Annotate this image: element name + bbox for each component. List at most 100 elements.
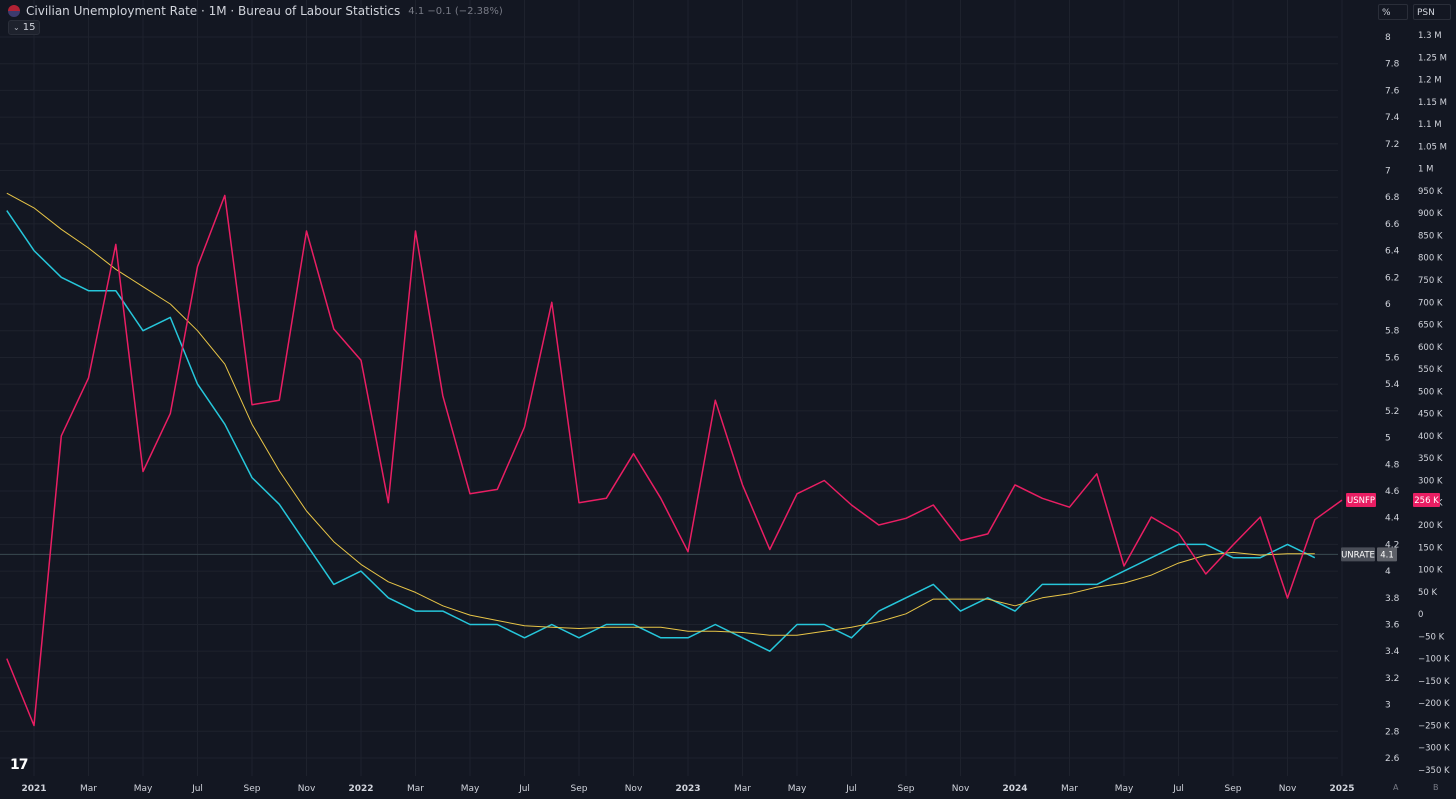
left-axis-tick-label: 4.2: [1385, 540, 1399, 550]
left-axis-tick-label: 6.2: [1385, 273, 1399, 283]
right-axis-tick-label: 1.1 M: [1418, 120, 1442, 130]
indicator-badge[interactable]: ⌄ 15: [8, 20, 41, 35]
right-axis-tick-label: 450 K: [1418, 410, 1443, 420]
right-axis-tick-label: −100 K: [1418, 655, 1450, 665]
right-axis-tick-label: 100 K: [1418, 566, 1443, 576]
x-axis-tick-label: 2023: [675, 784, 700, 794]
x-axis-tick-label: May: [1115, 784, 1134, 794]
x-axis-tick-label: Mar: [734, 784, 751, 794]
x-axis-tick-label: Mar: [407, 784, 424, 794]
right-axis-tick-label: 700 K: [1418, 298, 1443, 308]
left-axis-tick-label: 3: [1385, 701, 1391, 711]
left-axis-tick-label: 7.6: [1385, 86, 1400, 96]
right-axis-tick-label: 150 K: [1418, 543, 1443, 553]
right-axis-tick-label: 800 K: [1418, 254, 1443, 264]
us-flag-icon: [8, 5, 20, 17]
unrate-value-tag: 4.1: [1380, 550, 1394, 560]
series-line-unrate: [6, 210, 1316, 652]
legend: Civilian Unemployment Rate · 1M · Bureau…: [8, 4, 503, 18]
right-axis-tick-label: 1.15 M: [1418, 98, 1447, 108]
left-axis-tick-label: 7.2: [1385, 140, 1399, 150]
x-axis-tick-label: May: [134, 784, 153, 794]
tradingview-logo: 17: [10, 757, 29, 773]
left-axis-tick-label: 5: [1385, 434, 1391, 444]
unrate-value-tag-bg: [1377, 547, 1397, 562]
left-axis-tick-label: 3.8: [1385, 594, 1400, 604]
x-axis-tick-label: Nov: [1279, 784, 1297, 794]
right-axis-tick-label: −250 K: [1418, 721, 1450, 731]
left-axis-tick-label: 3.2: [1385, 674, 1399, 684]
right-axis-tick-label: 50 K: [1418, 588, 1438, 598]
right-axis-tick-label: 300 K: [1418, 476, 1443, 486]
x-axis-tick-label: Sep: [571, 784, 588, 794]
right-axis-tick-label: 0: [1418, 610, 1423, 620]
left-axis-tick-label: 2.6: [1385, 754, 1400, 764]
right-axis-tick-label: −350 K: [1418, 766, 1450, 776]
change-value: −0.1 (−2.38%): [427, 5, 503, 17]
left-axis-tick-label: 6.4: [1385, 247, 1400, 257]
usnfp-value-tag-bg: [1413, 493, 1440, 508]
left-axis-tick-label: 3.6: [1385, 620, 1400, 630]
left-axis-unit-button[interactable]: %: [1378, 4, 1408, 20]
left-axis-tick-label: 8: [1385, 33, 1391, 43]
axis-mode-a-button[interactable]: A: [1393, 783, 1399, 792]
right-axis-tick-label: 600 K: [1418, 343, 1443, 353]
right-axis-tick-label: 1.05 M: [1418, 142, 1447, 152]
right-axis-tick-label: −200 K: [1418, 699, 1450, 709]
right-axis-tick-label: 1.2 M: [1418, 76, 1442, 86]
left-axis-tick-label: 6.6: [1385, 220, 1400, 230]
x-axis-tick-label: Jul: [845, 784, 857, 794]
x-axis-tick-label: Sep: [1225, 784, 1242, 794]
x-axis-tick-label: Mar: [80, 784, 97, 794]
left-axis-tick-label: 6.8: [1385, 193, 1400, 203]
left-axis-tick-label: 6: [1385, 300, 1391, 310]
right-axis-tick-label: 1.25 M: [1418, 53, 1447, 63]
x-axis-tick-label: May: [788, 784, 807, 794]
x-axis-tick-label: Sep: [244, 784, 261, 794]
right-axis-tick-label: 650 K: [1418, 321, 1443, 331]
x-axis-tick-label: 2025: [1329, 784, 1354, 794]
last-value: 4.1: [408, 5, 425, 17]
x-axis-tick-label: Jul: [1172, 784, 1184, 794]
right-axis-tick-label: −50 K: [1418, 632, 1445, 642]
left-axis-tick-label: 4: [1385, 567, 1391, 577]
chevron-down-icon: ⌄: [13, 23, 20, 32]
x-axis-tick-label: May: [461, 784, 480, 794]
unrate-name-tag-bg: [1341, 547, 1375, 562]
usnfp-name-tag-bg: [1346, 493, 1376, 508]
left-axis-tick-label: 7: [1385, 167, 1391, 177]
left-axis-tick-label: 5.6: [1385, 353, 1400, 363]
left-axis-tick-label: 7.4: [1385, 113, 1400, 123]
x-axis-tick-label: 2024: [1002, 784, 1027, 794]
axis-mode-b-button[interactable]: B: [1433, 783, 1439, 792]
right-axis-tick-label: −150 K: [1418, 677, 1450, 687]
x-axis-tick-label: Nov: [625, 784, 643, 794]
right-axis-tick-label: 350 K: [1418, 454, 1443, 464]
right-axis-tick-label: 550 K: [1418, 365, 1443, 375]
x-axis-tick-label: 2021: [21, 784, 46, 794]
left-axis-tick-label: 5.4: [1385, 380, 1400, 390]
right-axis-tick-label: 750 K: [1418, 276, 1443, 286]
last-value-readout: 4.1 −0.1 (−2.38%): [408, 6, 503, 17]
left-axis-tick-label: 4.8: [1385, 460, 1400, 470]
x-axis-tick-label: Sep: [898, 784, 915, 794]
right-axis-unit-button[interactable]: PSN: [1413, 4, 1451, 20]
right-axis-tick-label: 850 K: [1418, 231, 1443, 241]
usnfp-name-tag: USNFP: [1347, 496, 1375, 506]
x-axis-tick-label: Jul: [518, 784, 530, 794]
left-axis-tick-label: 5.2: [1385, 407, 1399, 417]
right-axis-tick-label: 500 K: [1418, 387, 1443, 397]
series-line-usnfp: [6, 194, 1343, 727]
right-axis-tick-label: 900 K: [1418, 209, 1443, 219]
right-axis-tick-label: 200 K: [1418, 521, 1443, 531]
left-axis-tick-label: 5.8: [1385, 327, 1400, 337]
left-axis-tick-label: 3.4: [1385, 647, 1400, 657]
left-axis-tick-label: 4.4: [1385, 514, 1400, 524]
right-axis-tick-label: 1 M: [1418, 165, 1433, 175]
left-axis-tick-label: 2.8: [1385, 727, 1400, 737]
indicator-length: 15: [22, 22, 36, 33]
left-axis-tick-label: 7.8: [1385, 60, 1400, 70]
